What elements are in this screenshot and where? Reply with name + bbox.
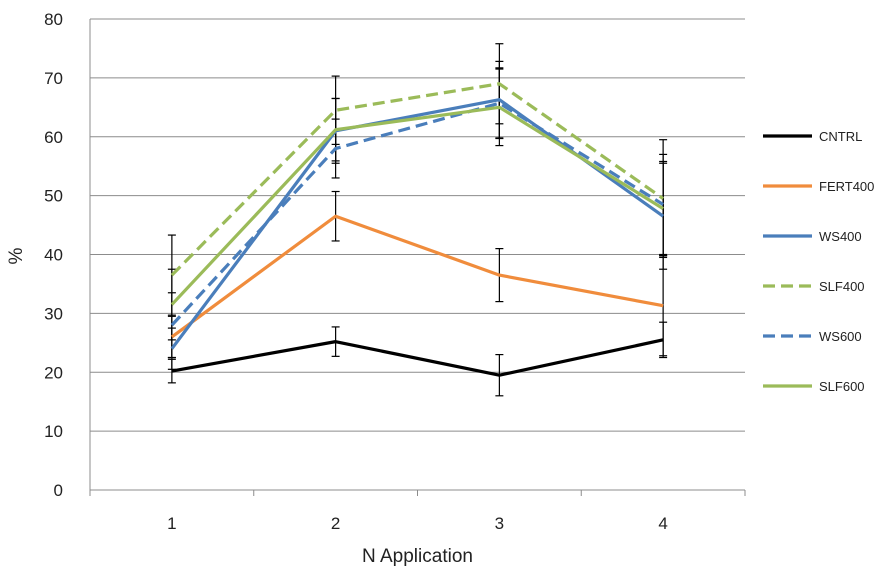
axes: 0 10 20 30 40 50 60 70 80 1 2 3 4: [44, 10, 746, 533]
legend-label-fert400: FERT400: [819, 179, 874, 194]
legend: CNTRL FERT400 WS400 SLF400 WS600 SLF600: [763, 129, 874, 394]
legend-label-slf600: SLF600: [819, 379, 865, 394]
y-tick-label: 70: [44, 69, 63, 88]
y-tick-label: 20: [44, 363, 63, 382]
x-axis-title: N Application: [362, 546, 473, 567]
legend-label-ws400: WS400: [819, 229, 862, 244]
y-tick-label: 60: [44, 128, 63, 147]
y-tick-label: 50: [44, 187, 63, 206]
series-line-fert400: [170, 214, 664, 339]
series-line-cntrl: [171, 338, 664, 377]
series-lines: [170, 82, 665, 377]
y-tick-label: 0: [54, 481, 63, 500]
x-tick-label: 3: [495, 514, 504, 533]
x-tick-label: 2: [331, 514, 340, 533]
y-axis-title: %: [6, 247, 27, 264]
series-line-slf600: [170, 105, 664, 306]
series-line-slf400: [170, 82, 665, 277]
y-tick-label: 30: [44, 304, 63, 323]
legend-label-slf400: SLF400: [819, 279, 865, 294]
y-tick-label: 10: [44, 422, 63, 441]
y-tick-label: 40: [44, 246, 63, 265]
x-tick-label: 1: [167, 514, 176, 533]
series-line-ws600: [170, 101, 664, 327]
y-tick-label: 80: [44, 10, 63, 29]
legend-label-cntrl: CNTRL: [819, 129, 862, 144]
legend-label-ws600: WS600: [819, 329, 862, 344]
x-tick-label: 4: [658, 514, 667, 533]
